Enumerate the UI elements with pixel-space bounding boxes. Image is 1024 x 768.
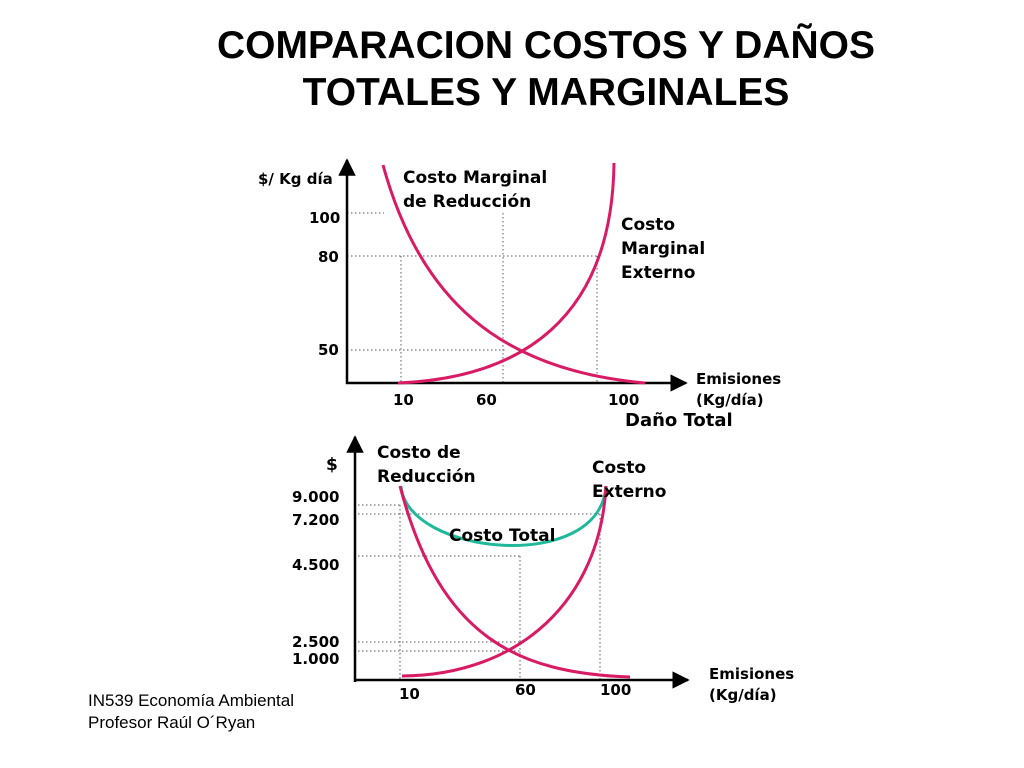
top-x-tick-60: 60 (476, 391, 497, 409)
bottom-external-label-line-1: Costo (592, 458, 646, 478)
footer-professor: Profesor Raúl O´Ryan (88, 713, 256, 732)
top-x-axis-label-line-2: (Kg/día) (696, 391, 764, 409)
top-y-tick-80: 80 (318, 248, 339, 266)
bottom-reduction-label-line-2: Reducción (377, 467, 476, 487)
top-marginal-reduction-curve (381, 164, 646, 385)
top-reduction-label-line-2: de Reducción (403, 192, 531, 212)
slide-title-line-1: COMPARACION COSTOS Y DAÑOS (216, 24, 876, 67)
bottom-x-tick-60: 60 (515, 681, 536, 699)
footer-course: IN539 Economía Ambiental (88, 691, 295, 710)
top-x-tick-100: 100 (608, 391, 639, 409)
top-external-label-line-1: Costo (621, 215, 675, 235)
bottom-x-axis-label-line-1: Emisiones (709, 665, 794, 683)
bottom-y-tick-2500: 2.500 (292, 633, 339, 651)
top-external-label-line-3: Externo (621, 263, 695, 283)
top-x-tick-10: 10 (393, 391, 414, 409)
top-external-label-line-2: Marginal (621, 239, 705, 259)
bottom-x-axis-label-line-2: (Kg/día) (709, 686, 777, 704)
top-marginal-external-curve (397, 162, 616, 385)
slide-title: COMPARACION COSTOS Y DAÑOS TOTALES Y MAR… (0, 22, 1024, 116)
bottom-x-tick-100: 100 (600, 681, 631, 699)
top-x-axis-label-line-1: Emisiones (696, 370, 781, 388)
bottom-reduction-cost-curve (398, 485, 631, 679)
bottom-y-tick-4500: 4.500 (292, 556, 339, 574)
top-y-axis-label: $/ Kg día (258, 170, 333, 188)
top-reduction-label-line-1: Costo Marginal (403, 168, 547, 188)
top-chart: $/ Kg día 100 80 50 10 60 100 Emisiones … (258, 158, 781, 409)
top-y-tick-100: 100 (309, 209, 340, 227)
bottom-total-label: Costo Total (449, 526, 555, 546)
bottom-y-tick-7200: 7.200 (292, 511, 339, 529)
bottom-y-tick-9000: 9.000 (292, 488, 339, 506)
top-y-tick-50: 50 (318, 341, 339, 359)
bottom-external-label-line-2: Externo (592, 482, 666, 502)
bottom-total-cost-curve (399, 485, 608, 547)
slide-title-line-2: TOTALES Y MARGINALES (302, 71, 790, 114)
bottom-reduction-label-line-1: Costo de (377, 443, 461, 463)
bottom-y-axis-label: $ (326, 455, 338, 475)
bottom-x-tick-10: 10 (399, 685, 420, 703)
bottom-y-tick-1000: 1.000 (292, 650, 339, 668)
bottom-external-cost-curve (401, 485, 608, 678)
section-label-dano-total: Daño Total (625, 410, 733, 431)
footer: IN539 Economía Ambiental Profesor Raúl O… (88, 690, 294, 734)
bottom-chart: $ 9.000 7.200 4.500 2.500 1.000 10 60 10… (292, 435, 794, 704)
